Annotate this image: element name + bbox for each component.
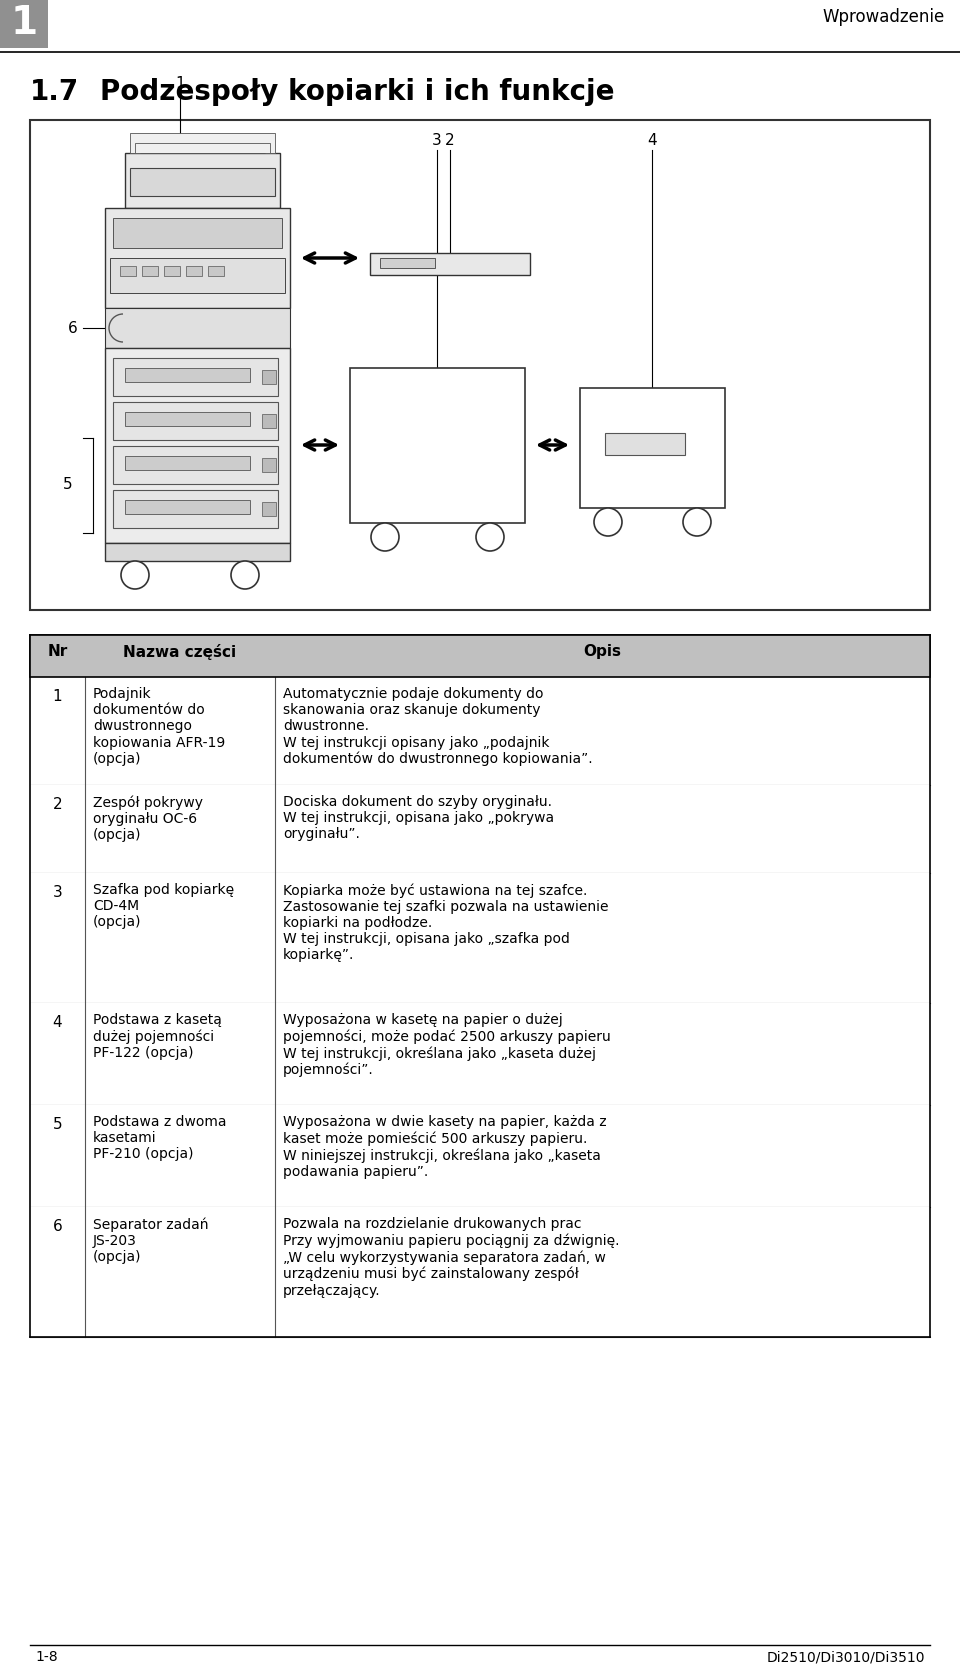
Bar [580, 388, 725, 508]
Text: 1.7: 1.7 [30, 78, 80, 107]
Bar [130, 168, 275, 197]
Text: 2: 2 [53, 797, 62, 812]
Circle shape [476, 523, 504, 552]
Text: Nr: Nr [47, 643, 67, 658]
Text: Wyposażona w kasetę na papier o dużej
pojemności, może podać 2500 arkuszy papier: Wyposażona w kasetę na papier o dużej po… [283, 1014, 611, 1077]
Bar [105, 308, 290, 348]
Bar [208, 267, 224, 277]
Bar [113, 218, 282, 248]
Bar [262, 370, 276, 383]
Text: 2: 2 [445, 133, 455, 148]
Bar [113, 447, 278, 483]
Text: Podzespoły kopiarki i ich funkcje: Podzespoły kopiarki i ich funkcje [100, 78, 614, 107]
Circle shape [231, 562, 259, 588]
Text: 4: 4 [647, 133, 657, 148]
Bar [262, 458, 276, 472]
Text: 1-8: 1-8 [35, 1650, 58, 1664]
Text: Podajnik
dokumentów do
dwustronnego
kopiowania AFR-19
(opcja): Podajnik dokumentów do dwustronnego kopi… [93, 687, 226, 765]
Bar [380, 258, 435, 268]
Bar [30, 1004, 930, 1105]
Bar [105, 348, 290, 543]
Circle shape [594, 508, 622, 537]
Text: Podstawa z dwoma
kasetami
PF-210 (opcja): Podstawa z dwoma kasetami PF-210 (opcja) [93, 1115, 227, 1162]
Bar [30, 677, 930, 785]
Bar [605, 433, 685, 455]
Text: 6: 6 [68, 320, 78, 335]
Circle shape [683, 508, 711, 537]
Bar [110, 258, 285, 293]
Bar [262, 413, 276, 428]
Text: 4: 4 [53, 1015, 62, 1030]
Text: Di2510/Di3010/Di3510: Di2510/Di3010/Di3510 [766, 1650, 925, 1664]
Bar [30, 874, 930, 1004]
Text: 5: 5 [63, 477, 73, 492]
Bar [30, 1207, 930, 1337]
Bar [105, 543, 290, 562]
Text: Opis: Opis [584, 643, 621, 658]
Bar [125, 500, 250, 513]
Bar [30, 120, 930, 610]
Bar [120, 267, 136, 277]
Circle shape [371, 523, 399, 552]
Bar [113, 490, 278, 528]
Text: Wprowadzenie: Wprowadzenie [823, 8, 945, 27]
Bar [164, 267, 180, 277]
Text: Separator zadań
JS-203
(opcja): Separator zadań JS-203 (opcja) [93, 1217, 208, 1264]
Text: Kopiarka może być ustawiona na tej szafce.
Zastosowanie tej szafki pozwala na us: Kopiarka może być ustawiona na tej szafc… [283, 884, 609, 962]
Text: 3: 3 [53, 885, 62, 900]
Text: Zespół pokrywy
oryginału OC-6
(opcja): Zespół pokrywy oryginału OC-6 (opcja) [93, 795, 203, 842]
Bar [105, 208, 290, 308]
Text: Automatycznie podaje dokumenty do
skanowania oraz skanuje dokumenty
dwustronne.
: Automatycznie podaje dokumenty do skanow… [283, 687, 592, 767]
Bar [125, 412, 250, 427]
Bar [113, 402, 278, 440]
Bar [113, 358, 278, 397]
Bar [125, 153, 280, 208]
Bar [350, 368, 525, 523]
Text: Nazwa części: Nazwa części [124, 643, 236, 660]
Bar [130, 133, 275, 153]
Bar [370, 253, 530, 275]
Bar [125, 457, 250, 470]
Bar [0, 0, 48, 48]
Text: Dociska dokument do szyby oryginału.
W tej instrukcji, opisana jako „pokrywa
ory: Dociska dokument do szyby oryginału. W t… [283, 795, 554, 842]
Text: 1: 1 [11, 3, 38, 42]
Bar [135, 143, 270, 153]
Bar [30, 785, 930, 874]
Text: Szafka pod kopiarkę
CD-4M
(opcja): Szafka pod kopiarkę CD-4M (opcja) [93, 884, 234, 930]
Bar [125, 368, 250, 382]
Text: 1: 1 [53, 688, 62, 703]
Bar [142, 267, 158, 277]
Bar [186, 267, 202, 277]
Text: 3: 3 [432, 133, 442, 148]
Bar [262, 502, 276, 517]
Bar [30, 1105, 930, 1207]
Text: 1: 1 [175, 77, 185, 92]
Text: Podstawa z kasetą
dużej pojemności
PF-122 (opcja): Podstawa z kasetą dużej pojemności PF-12… [93, 1014, 222, 1060]
Bar [30, 635, 930, 677]
Text: 6: 6 [53, 1219, 62, 1234]
Text: Wyposażona w dwie kasety na papier, każda z
kaset może pomieścić 500 arkuszy pap: Wyposażona w dwie kasety na papier, każd… [283, 1115, 607, 1179]
Text: 5: 5 [53, 1117, 62, 1132]
Text: Pozwala na rozdzielanie drukowanych prac
Przy wyjmowaniu papieru pociągnij za dź: Pozwala na rozdzielanie drukowanych prac… [283, 1217, 619, 1297]
Circle shape [121, 562, 149, 588]
